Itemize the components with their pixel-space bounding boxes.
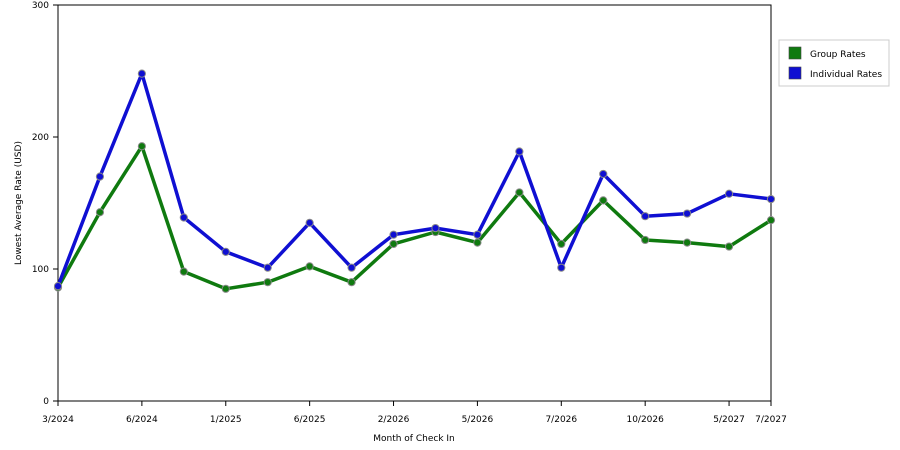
- x-tick-label-7-2026: 7/2026: [545, 415, 577, 425]
- y-tick-label-200: 200: [32, 133, 49, 143]
- point-group-rates-4: [221, 284, 230, 293]
- legend: Group Rates Individual Rates: [778, 39, 890, 87]
- point-individual-rates-14: [641, 212, 650, 221]
- x-tick-label-3-2024: 3/2024: [42, 415, 74, 425]
- legend-item-individual-rates: Individual Rates: [788, 66, 882, 80]
- point-group-rates-5: [263, 278, 272, 287]
- legend-label-group-rates: Group Rates: [810, 50, 866, 60]
- point-group-rates-8: [389, 239, 398, 249]
- plot-frame: [57, 4, 772, 402]
- point-individual-rates-2: [137, 69, 146, 78]
- point-group-rates-15: [683, 238, 692, 247]
- point-group-rates-16: [724, 242, 734, 251]
- point-group-rates-13: [599, 196, 608, 205]
- x-tick-label-7-2027: 7/2027: [755, 415, 787, 425]
- x-tick-label-10-2026: 10/2026: [626, 415, 664, 425]
- axes: [53, 4, 772, 406]
- point-individual-rates-17: [766, 194, 776, 204]
- point-group-rates-3: [179, 267, 188, 276]
- x-axis-title: Month of Check In: [373, 434, 455, 444]
- point-individual-rates-3: [179, 213, 188, 222]
- point-individual-rates-9: [431, 223, 440, 233]
- point-group-rates-14: [641, 235, 650, 245]
- point-group-rates-6: [305, 262, 314, 271]
- series-layer: [53, 69, 776, 293]
- legend-swatch-individual-rates: [788, 66, 802, 80]
- legend-swatch-group-rates: [788, 46, 802, 60]
- legend-label-individual-rates: Individual Rates: [810, 70, 882, 80]
- point-group-rates-1: [95, 208, 105, 217]
- point-individual-rates-1: [95, 172, 105, 181]
- point-group-rates-7: [347, 278, 356, 287]
- y-tick-label-100: 100: [32, 265, 49, 275]
- point-individual-rates-13: [599, 169, 608, 179]
- point-individual-rates-16: [724, 189, 734, 198]
- point-group-rates-17: [766, 216, 776, 225]
- point-group-rates-11: [515, 188, 524, 197]
- legend-item-group-rates: Group Rates: [788, 46, 866, 60]
- point-individual-rates-4: [221, 247, 230, 256]
- y-axis-title: Lowest Average Rate (USD): [14, 141, 24, 265]
- y-tick-label-0: 0: [43, 397, 49, 407]
- y-tick-label-300: 300: [32, 1, 49, 11]
- point-individual-rates-7: [347, 263, 356, 272]
- x-tick-label-6-2024: 6/2024: [126, 415, 158, 425]
- point-individual-rates-15: [683, 209, 692, 218]
- point-group-rates-12: [557, 239, 566, 249]
- tick-labels: 0 100 200 300 3/2024 6/2024 1/2025 6/2025 2/2026…: [32, 1, 787, 425]
- point-individual-rates-8: [389, 230, 398, 239]
- point-individual-rates-11: [515, 147, 524, 156]
- point-individual-rates-12: [557, 263, 566, 272]
- point-group-rates-2: [137, 142, 146, 151]
- series-individual-rates: [53, 69, 776, 291]
- x-tick-label-6-2025: 6/2025: [294, 415, 326, 425]
- point-group-rates-10: [473, 238, 482, 247]
- x-tick-label-2-2026: 2/2026: [378, 415, 410, 425]
- x-tick-label-5-2026: 5/2026: [462, 415, 494, 425]
- point-individual-rates-5: [263, 263, 272, 272]
- x-tick-label-5-2027: 5/2027: [713, 415, 745, 425]
- point-individual-rates-10: [473, 230, 482, 239]
- series-line-individual-rates: [56, 71, 773, 288]
- x-tick-label-1-2025: 1/2025: [210, 415, 242, 425]
- point-individual-rates-0: [53, 282, 63, 291]
- series-line-group-rates: [56, 144, 773, 291]
- point-individual-rates-6: [305, 218, 314, 227]
